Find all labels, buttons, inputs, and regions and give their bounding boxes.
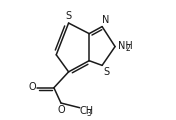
Text: N: N: [102, 15, 110, 25]
Text: S: S: [103, 67, 109, 77]
Text: CH: CH: [79, 106, 93, 116]
Text: 3: 3: [87, 109, 92, 118]
Text: 2: 2: [126, 44, 131, 53]
Text: NH: NH: [118, 41, 133, 51]
Text: O: O: [28, 82, 36, 92]
Text: O: O: [57, 105, 65, 115]
Text: S: S: [65, 11, 72, 21]
